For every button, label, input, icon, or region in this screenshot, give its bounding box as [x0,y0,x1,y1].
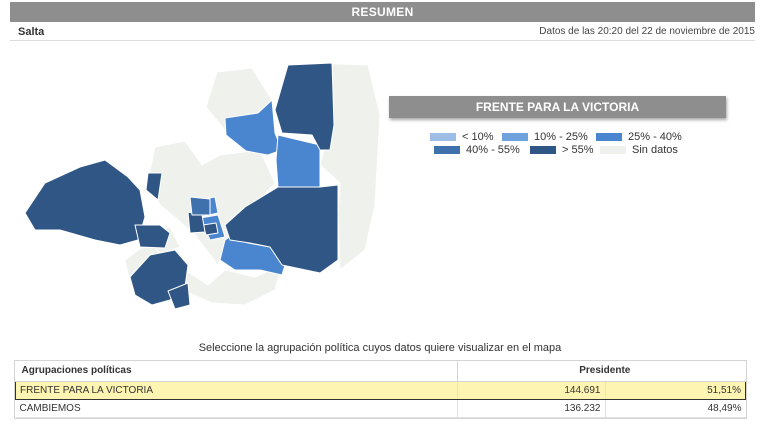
legend-swatch [430,133,456,141]
legend-item-gt55: > 55% [530,144,594,156]
table-row[interactable]: CAMBIEMOS 136.232 48,49% [15,399,746,418]
legend-label: 25% - 40% [628,131,682,143]
province-name: Salta [18,26,45,38]
legend-item-10-25: 10% - 25% [502,131,588,143]
legend-swatch [530,146,556,154]
legend-item-lt10: < 10% [430,131,494,143]
selected-party-title: FRENTE PARA LA VICTORIA [389,96,726,118]
legend-label: Sin datos [632,144,678,156]
province-map [24,62,381,310]
legend-label: < 10% [462,131,494,143]
legend-item-no-data: Sin datos [600,144,678,156]
map-region-anta[interactable] [224,184,339,274]
map-region-molinos[interactable] [189,196,211,216]
legend-label: 40% - 55% [466,144,520,156]
legend-label: 10% - 25% [534,131,588,143]
legend-swatch [434,146,460,154]
legend-label: > 55% [562,144,594,156]
subheader: Salta Datos de las 20:20 del 22 de novie… [10,22,755,41]
map-region-los-andes[interactable] [24,159,146,246]
data-timestamp: Datos de las 20:20 del 22 de noviembre d… [539,26,755,37]
map-region-guachipas[interactable] [167,282,191,310]
table-row[interactable]: FRENTE PARA LA VICTORIA 144.691 51,51% [14,380,746,400]
column-header-president: Presidente [457,361,746,382]
party-name[interactable]: CAMBIEMOS [15,399,458,418]
map-region-general-guemes[interactable] [202,222,219,236]
map-region-santa-victoria[interactable] [274,62,335,151]
results-table: Agrupaciones políticas Presidente FRENTE… [14,360,747,419]
map-region-la-poma[interactable] [145,172,163,201]
legend-item-25-40: 25% - 40% [596,131,682,143]
party-percent: 51,51% [604,380,746,400]
party-name[interactable]: FRENTE PARA LA VICTORIA [14,380,458,400]
map-region-rivadavia[interactable] [275,134,321,188]
legend-swatch [596,133,622,141]
map-legend: < 10% 10% - 25% 25% - 40% 40% - 55% > 55… [420,131,710,157]
column-header-party: Agrupaciones políticas [15,361,458,382]
party-percent: 48,49% [604,399,746,418]
legend-swatch [600,146,626,154]
legend-swatch [502,133,528,141]
party-votes: 136.232 [457,399,605,418]
legend-item-40-55: 40% - 55% [434,144,520,156]
map-region-cachi[interactable] [134,224,171,249]
instruction-text: Seleccione la agrupación política cuyos … [198,342,562,354]
summary-header: RESUMEN [10,2,755,22]
party-votes: 144.691 [457,380,605,400]
table-header-row: Agrupaciones políticas Presidente [15,361,746,382]
